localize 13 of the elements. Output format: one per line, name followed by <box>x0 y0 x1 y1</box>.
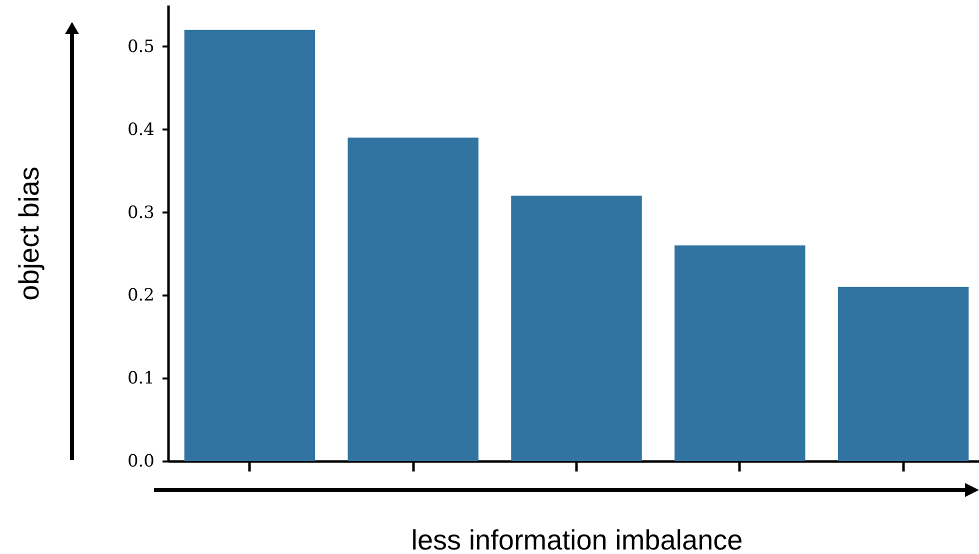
bar <box>674 245 806 461</box>
y-tick-label: 0.0 <box>127 452 154 472</box>
y-tick-label: 0.4 <box>127 120 154 140</box>
y-tick-label: 0.2 <box>127 286 154 306</box>
y-axis-title: object bias <box>14 166 44 300</box>
bar <box>838 286 969 461</box>
y-tick-label: 0.5 <box>127 36 154 57</box>
y-tick-label: 0.3 <box>127 202 154 223</box>
bar <box>348 138 478 461</box>
bar <box>511 196 642 461</box>
x-axis-title: less information imbalance <box>411 524 743 554</box>
bar <box>184 30 316 461</box>
y-tick-label: 0.1 <box>127 368 154 389</box>
